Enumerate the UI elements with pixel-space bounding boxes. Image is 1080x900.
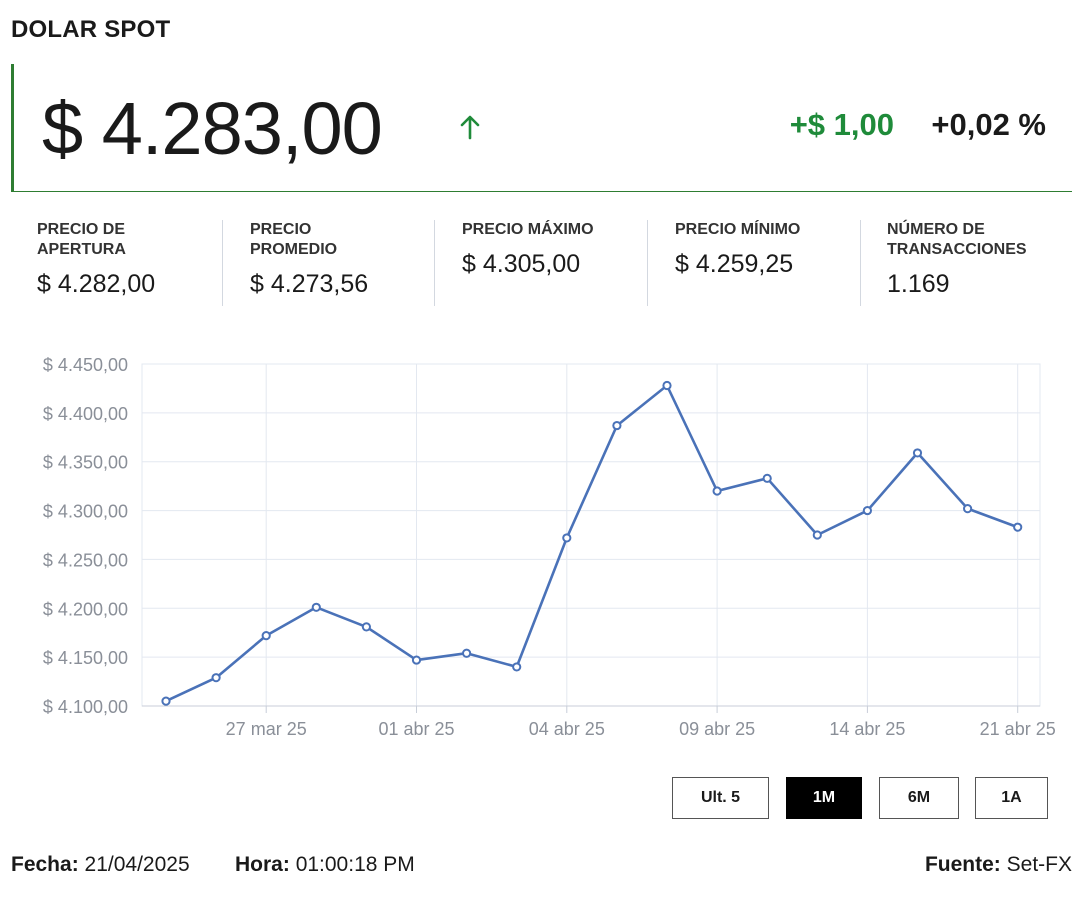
stat-value: $ 4.259,25 bbox=[675, 250, 794, 278]
date-value: 21/04/2025 bbox=[84, 853, 190, 876]
x-tick-label: 21 abr 25 bbox=[980, 719, 1056, 739]
range-button-1m[interactable]: 1M bbox=[786, 777, 862, 819]
stat-divider bbox=[434, 220, 435, 306]
y-tick-label: $ 4.150,00 bbox=[43, 648, 128, 668]
stat-value: 1.169 bbox=[887, 270, 950, 298]
data-point[interactable] bbox=[1013, 522, 1023, 532]
range-button-1a[interactable]: 1A bbox=[975, 777, 1048, 819]
stat-average: PRECIO PROMEDIO $ 4.273,56 bbox=[250, 220, 430, 306]
y-tick-label: $ 4.200,00 bbox=[43, 599, 128, 619]
stats-row: PRECIO DE APERTURA $ 4.282,00 PRECIO PRO… bbox=[37, 220, 1077, 306]
change-absolute: +$ 1,00 bbox=[789, 107, 894, 142]
x-tick-label: 14 abr 25 bbox=[829, 719, 905, 739]
data-point[interactable] bbox=[512, 662, 522, 672]
y-tick-label: $ 4.250,00 bbox=[43, 550, 128, 570]
data-point[interactable] bbox=[411, 655, 422, 665]
data-point[interactable] bbox=[762, 473, 772, 483]
x-tick-label: 09 abr 25 bbox=[679, 719, 755, 739]
data-point[interactable] bbox=[161, 696, 171, 706]
time-value: 01:00:18 PM bbox=[295, 853, 415, 876]
stat-divider bbox=[860, 220, 861, 306]
footer-source: Fuente: Set-FX bbox=[925, 853, 1072, 877]
footer-date: Fecha: 21/04/2025 bbox=[11, 853, 190, 877]
stat-min: PRECIO MÍNIMO $ 4.259,25 bbox=[675, 220, 855, 306]
y-tick-label: $ 4.100,00 bbox=[43, 697, 128, 717]
stat-label: NÚMERO DE TRANSACCIONES bbox=[887, 221, 1027, 258]
stat-value: $ 4.282,00 bbox=[37, 270, 156, 298]
data-point[interactable] bbox=[311, 602, 321, 612]
y-tick-label: $ 4.300,00 bbox=[43, 502, 128, 522]
stat-label: PRECIO DE APERTURA bbox=[37, 221, 126, 258]
current-price: $ 4.283,00 bbox=[42, 87, 383, 170]
data-point[interactable] bbox=[963, 504, 973, 514]
data-point[interactable] bbox=[912, 448, 923, 458]
range-button-ult5[interactable]: Ult. 5 bbox=[672, 777, 769, 819]
data-point[interactable] bbox=[462, 648, 472, 658]
stat-label: PRECIO MÍNIMO bbox=[675, 221, 801, 238]
data-point[interactable] bbox=[361, 622, 371, 632]
data-point[interactable] bbox=[612, 420, 622, 431]
data-point[interactable] bbox=[812, 530, 822, 540]
x-tick-label: 04 abr 25 bbox=[529, 719, 605, 739]
data-point[interactable] bbox=[712, 486, 722, 496]
stat-divider bbox=[222, 220, 223, 306]
data-point[interactable] bbox=[662, 380, 672, 391]
y-tick-label: $ 4.400,00 bbox=[43, 404, 128, 424]
footer-time: Hora: 01:00:18 PM bbox=[235, 853, 415, 877]
data-point[interactable] bbox=[261, 631, 271, 641]
y-tick-label: $ 4.350,00 bbox=[43, 453, 128, 473]
source-value: Set-FX bbox=[1006, 853, 1072, 876]
stat-opening: PRECIO DE APERTURA $ 4.282,00 bbox=[37, 220, 217, 306]
price-series-line bbox=[165, 384, 1019, 703]
date-label: Fecha: bbox=[11, 853, 79, 876]
data-point[interactable] bbox=[562, 533, 572, 543]
time-label: Hora: bbox=[235, 853, 290, 876]
data-point[interactable] bbox=[862, 505, 873, 516]
stat-max: PRECIO MÁXIMO $ 4.305,00 bbox=[462, 220, 642, 306]
stat-label: PRECIO MÁXIMO bbox=[462, 221, 594, 238]
up-arrow-icon bbox=[460, 115, 480, 140]
stat-transactions: NÚMERO DE TRANSACCIONES 1.169 bbox=[887, 220, 1067, 306]
x-tick-label: 01 abr 25 bbox=[378, 719, 454, 739]
y-tick-label: $ 4.450,00 bbox=[43, 355, 128, 375]
quote-panel: $ 4.283,00 +$ 1,00 +0,02 % bbox=[11, 64, 1072, 192]
plot-area bbox=[141, 363, 1041, 707]
stat-value: $ 4.273,56 bbox=[250, 270, 369, 298]
stat-label: PRECIO PROMEDIO bbox=[250, 221, 338, 258]
stat-divider bbox=[647, 220, 648, 306]
price-line-chart: $ 4.100,00 $ 4.150,00 $ 4.200,00 $ 4.250,00… bbox=[43, 355, 1056, 739]
stat-value: $ 4.305,00 bbox=[462, 250, 581, 278]
change-percent: +0,02 % bbox=[931, 107, 1046, 142]
x-tick-label: 27 mar 25 bbox=[226, 719, 307, 739]
data-point[interactable] bbox=[211, 673, 221, 683]
range-button-6m[interactable]: 6M bbox=[879, 777, 959, 819]
source-label: Fuente: bbox=[924, 853, 1001, 876]
page-title: DOLAR SPOT bbox=[11, 16, 171, 43]
